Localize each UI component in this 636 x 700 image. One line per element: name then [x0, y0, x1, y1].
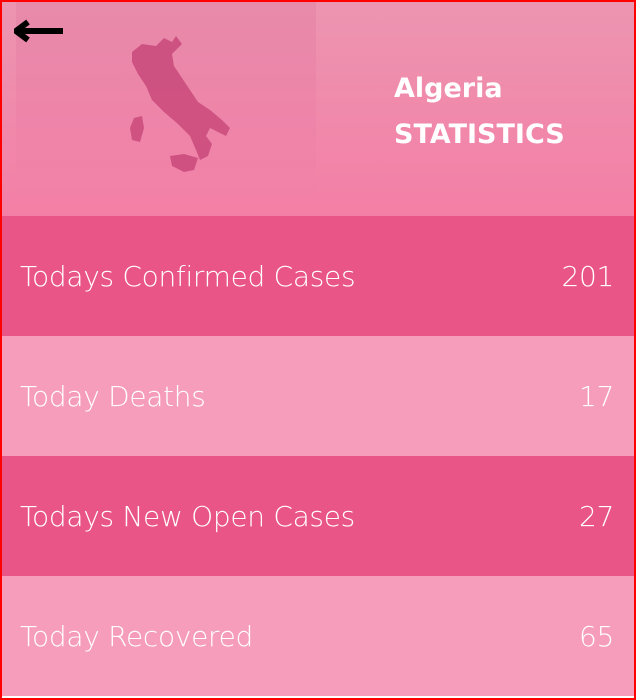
- stat-row-confirmed: Todays Confirmed Cases 201: [2, 216, 634, 336]
- stat-row-recovered: Today Recovered 65: [2, 576, 634, 696]
- arrow-left-icon: [11, 19, 63, 43]
- back-button[interactable]: [11, 18, 64, 44]
- stat-label: Today Deaths: [20, 379, 206, 413]
- stat-value: 201: [561, 259, 614, 293]
- stat-value: 27: [578, 499, 614, 533]
- stat-value: 17: [578, 379, 614, 413]
- statistics-heading: STATISTICS: [394, 119, 565, 150]
- stat-row-open-cases: Todays New Open Cases 27: [2, 456, 634, 576]
- stat-value: 65: [578, 619, 614, 653]
- stat-label: Today Recovered: [20, 619, 254, 653]
- stat-row-deaths: Today Deaths 17: [2, 336, 634, 456]
- header: Algeria STATISTICS: [2, 2, 634, 216]
- map-panel: [16, 2, 316, 194]
- country-name: Algeria: [394, 73, 503, 104]
- stat-label: Todays New Open Cases: [20, 499, 355, 533]
- stat-label: Todays Confirmed Cases: [20, 259, 356, 293]
- title-block: Algeria STATISTICS: [394, 66, 565, 158]
- country-map-icon: [130, 36, 230, 172]
- stats-list: Todays Confirmed Cases 201 Today Deaths …: [2, 216, 634, 696]
